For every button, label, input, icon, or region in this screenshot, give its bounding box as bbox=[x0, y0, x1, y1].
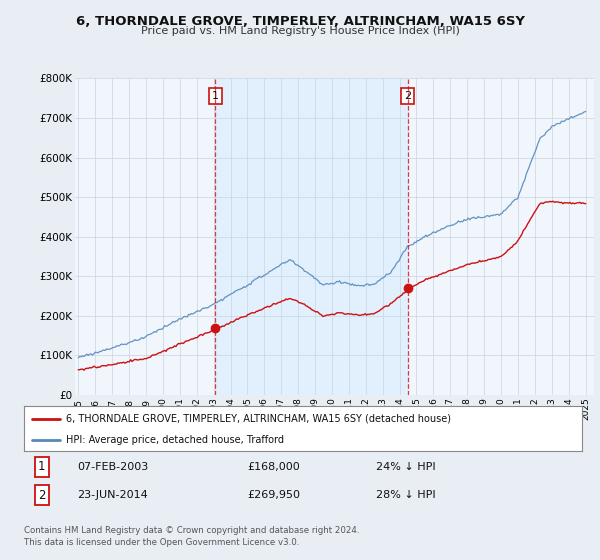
Text: 07-FEB-2003: 07-FEB-2003 bbox=[77, 462, 148, 472]
Text: £269,950: £269,950 bbox=[247, 490, 300, 500]
Text: Contains HM Land Registry data © Crown copyright and database right 2024.
This d: Contains HM Land Registry data © Crown c… bbox=[24, 526, 359, 547]
Text: 23-JUN-2014: 23-JUN-2014 bbox=[77, 490, 148, 500]
Text: 24% ↓ HPI: 24% ↓ HPI bbox=[376, 462, 435, 472]
Text: £168,000: £168,000 bbox=[247, 462, 300, 472]
Text: 2: 2 bbox=[38, 488, 46, 502]
Text: Price paid vs. HM Land Registry's House Price Index (HPI): Price paid vs. HM Land Registry's House … bbox=[140, 26, 460, 36]
Bar bbox=[215, 78, 407, 395]
Text: 2: 2 bbox=[404, 91, 411, 101]
Text: 1: 1 bbox=[38, 460, 46, 473]
Text: HPI: Average price, detached house, Trafford: HPI: Average price, detached house, Traf… bbox=[66, 435, 284, 445]
Text: 1: 1 bbox=[212, 91, 219, 101]
Text: 28% ↓ HPI: 28% ↓ HPI bbox=[376, 490, 435, 500]
Text: 6, THORNDALE GROVE, TIMPERLEY, ALTRINCHAM, WA15 6SY (detached house): 6, THORNDALE GROVE, TIMPERLEY, ALTRINCHA… bbox=[66, 413, 451, 423]
Text: 6, THORNDALE GROVE, TIMPERLEY, ALTRINCHAM, WA15 6SY: 6, THORNDALE GROVE, TIMPERLEY, ALTRINCHA… bbox=[76, 15, 524, 28]
